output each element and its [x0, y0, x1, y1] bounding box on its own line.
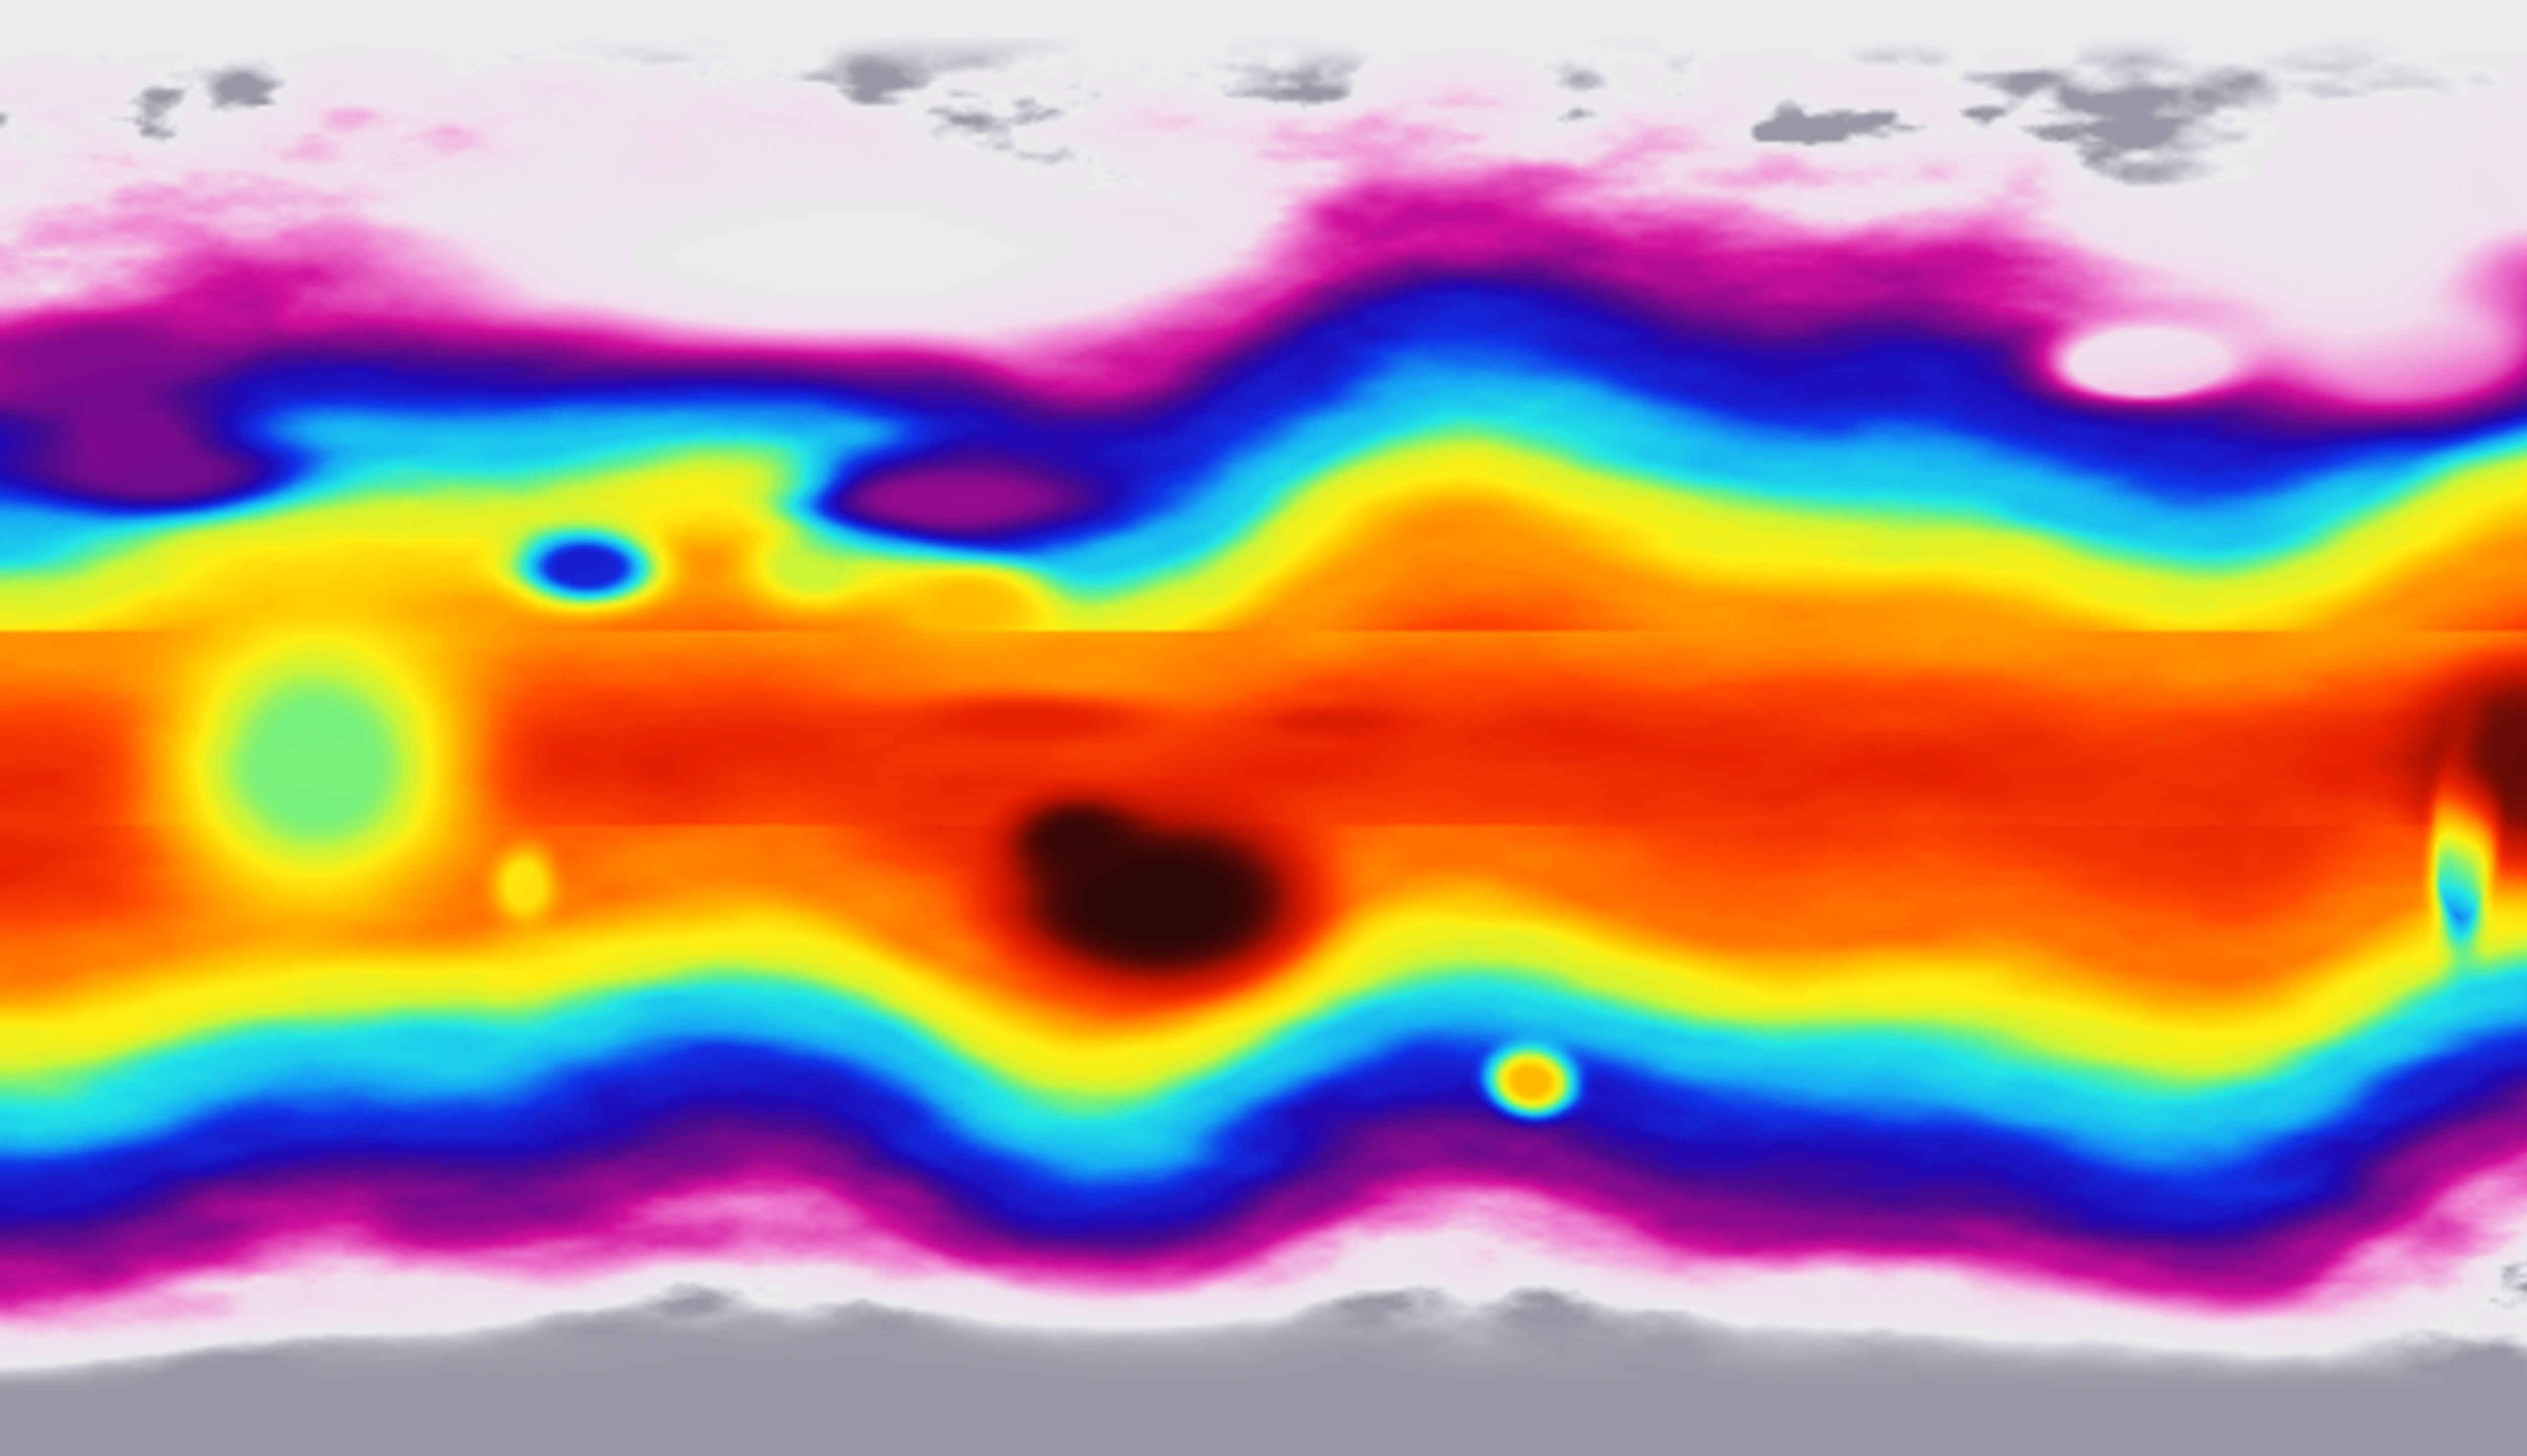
global-temperature-map: [0, 0, 2527, 1456]
temperature-map-viewport: [0, 0, 2527, 1456]
